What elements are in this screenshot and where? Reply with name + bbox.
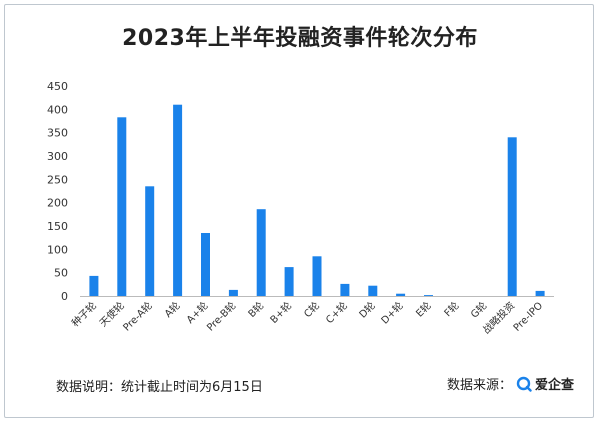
x-tick-label: F轮 bbox=[441, 299, 461, 319]
x-tick-label: 种子轮 bbox=[69, 299, 99, 329]
bar bbox=[228, 289, 238, 296]
x-tick-label: E轮 bbox=[413, 299, 434, 320]
y-tick-label: 0 bbox=[61, 290, 68, 303]
x-tick-label: Pre-B轮 bbox=[204, 299, 239, 334]
x-tick-label: A+轮 bbox=[184, 299, 211, 326]
bar bbox=[145, 186, 155, 296]
bar bbox=[89, 275, 99, 296]
x-tick-label: B+轮 bbox=[267, 299, 294, 326]
bar bbox=[173, 104, 183, 296]
bar bbox=[256, 209, 266, 296]
x-tick-label: G轮 bbox=[468, 299, 490, 321]
bar bbox=[535, 290, 545, 296]
y-tick-label: 200 bbox=[47, 197, 68, 210]
data-note: 数据说明：统计截止时间为6月15日 bbox=[56, 380, 263, 395]
bar bbox=[284, 267, 294, 296]
x-tick-label: D轮 bbox=[356, 299, 378, 321]
y-tick-label: 350 bbox=[47, 127, 68, 140]
y-axis: 0 50 100 150 200 250 300 350 400 450 bbox=[47, 80, 68, 303]
bar bbox=[340, 283, 350, 296]
chart-frame bbox=[4, 4, 594, 418]
x-tick-label: Pre-IPO bbox=[512, 300, 546, 334]
chart-title: 2023年上半年投融资事件轮次分布 bbox=[122, 26, 478, 51]
y-tick-label: 250 bbox=[47, 173, 68, 186]
bar bbox=[312, 256, 322, 296]
bar bbox=[507, 137, 517, 296]
y-tick-label: 100 bbox=[47, 243, 68, 256]
y-tick-label: 150 bbox=[47, 220, 68, 233]
data-source: 数据来源： 爱企查 bbox=[447, 374, 574, 393]
x-tick-label: D+轮 bbox=[378, 299, 406, 327]
y-tick-label: 300 bbox=[47, 150, 68, 163]
x-tick-label: Pre-A轮 bbox=[120, 299, 155, 334]
y-tick-label: 50 bbox=[54, 267, 68, 280]
bar bbox=[368, 285, 378, 296]
bar bbox=[117, 117, 127, 296]
aiqicha-logo-icon bbox=[516, 376, 532, 392]
x-tick-label: B轮 bbox=[245, 299, 266, 320]
bar bbox=[424, 295, 433, 296]
y-tick-label: 450 bbox=[47, 80, 68, 93]
x-tick-label: A轮 bbox=[162, 299, 183, 320]
source-label: 数据来源： bbox=[446, 378, 512, 393]
x-tick-label: C轮 bbox=[301, 299, 322, 320]
source-name: 爱企查 bbox=[534, 378, 574, 393]
x-tick-label: C+轮 bbox=[323, 299, 350, 326]
bar bbox=[201, 233, 210, 296]
bars bbox=[89, 104, 545, 296]
y-tick-label: 400 bbox=[47, 103, 68, 116]
source-logo: 爱企查 bbox=[516, 374, 574, 393]
bar bbox=[396, 293, 406, 296]
